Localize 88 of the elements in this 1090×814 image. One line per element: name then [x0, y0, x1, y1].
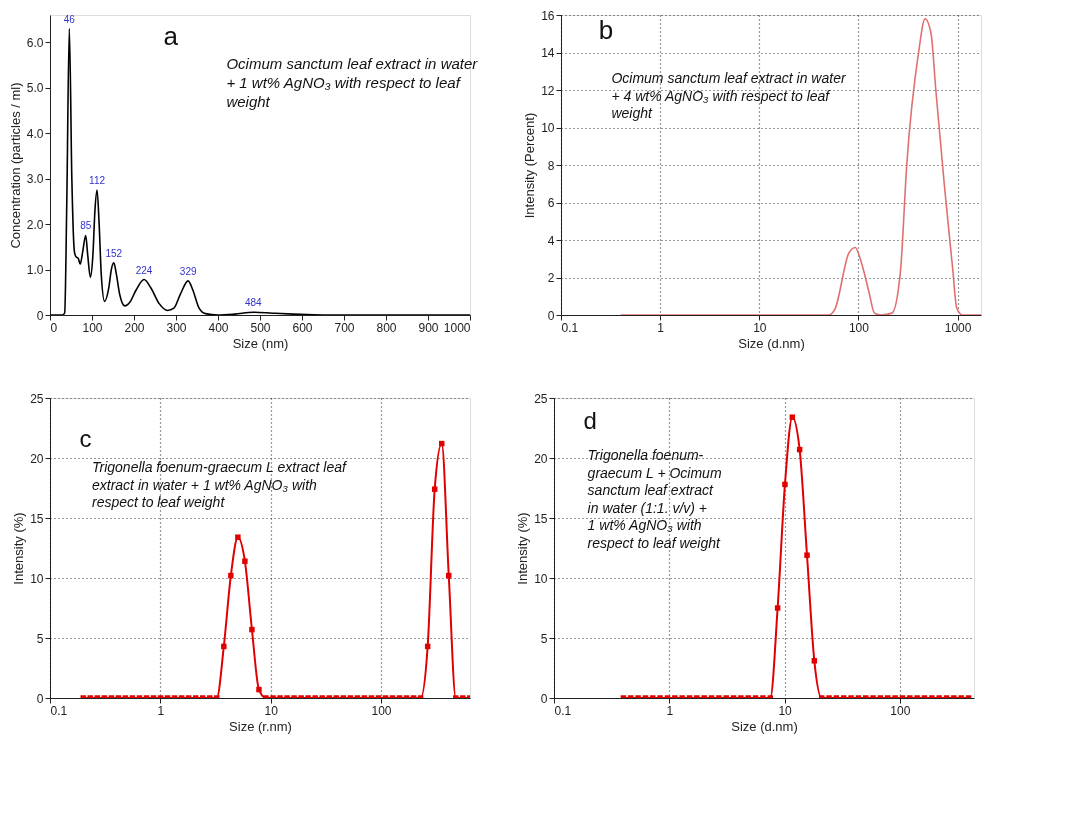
y-tick-label: 3.0	[26, 172, 44, 187]
y-tick-label: 1.0	[26, 263, 44, 278]
y-tick-label: 5	[540, 631, 548, 646]
annotation: Ocimum sanctum leaf extract in water + 4 wt% AgNO₃ with respect to leaf weight	[611, 70, 847, 121]
y-axis-title: Concentration (particles / ml)	[7, 82, 23, 249]
annotation: 329	[179, 265, 197, 277]
x-tick-label: 400	[208, 320, 229, 335]
x-tick-label: 100	[371, 703, 392, 718]
point	[789, 414, 796, 420]
point	[811, 658, 818, 664]
y-tick-label: 14	[541, 46, 555, 60]
y-tick-label: 4.0	[26, 126, 44, 141]
x-tick-label: 1	[666, 703, 674, 718]
x-tick-label: 900	[418, 320, 439, 335]
point	[782, 481, 788, 488]
y-tick-label: 2	[547, 271, 555, 285]
y-tick-label: 10	[30, 571, 44, 586]
y-tick-label: 12	[541, 83, 555, 98]
annotation: 152	[105, 247, 123, 259]
annotation: 85	[80, 220, 92, 232]
point	[228, 572, 234, 579]
y-tick-label: 10	[541, 121, 555, 135]
x-tick-label: 0	[50, 320, 58, 335]
y-tick-label: 6.0	[26, 35, 44, 50]
y-axis-title: Intensity (%)	[11, 512, 27, 585]
x-tick-label: 0.1	[554, 703, 572, 718]
y-tick-label: 20	[30, 451, 44, 466]
y-tick-label: 25	[30, 391, 44, 406]
x-tick-label: 10	[753, 320, 767, 335]
x-tick-label: 10	[778, 703, 793, 718]
x-tick-label: 700	[334, 320, 355, 335]
x-tick-label: 10	[264, 703, 279, 718]
point	[235, 534, 241, 540]
y-tick-label: 0	[547, 308, 555, 323]
point	[431, 486, 438, 492]
annotation: b	[598, 15, 614, 45]
y-tick-label: 5	[36, 631, 44, 646]
annotation: c	[79, 425, 92, 452]
annotation: d	[583, 407, 597, 434]
x-axis-title: Size (d.nm)	[731, 718, 798, 734]
y-tick-label: 0	[36, 691, 44, 706]
x-tick-label: 1	[157, 703, 165, 718]
y-axis-title: Intensity (Percent)	[522, 112, 538, 219]
y-tick-label: 20	[534, 451, 548, 466]
y-tick-label: 5.0	[26, 81, 44, 96]
annotation: 46	[63, 13, 76, 25]
point	[221, 643, 227, 650]
y-tick-label: 8	[547, 158, 555, 173]
annotation: a	[163, 21, 179, 51]
annotation: 484	[244, 297, 263, 309]
y-tick-label: 10	[534, 571, 548, 586]
annotation: Trigonella foenum-graecum L + Ocimum sanctum leaf extract in water (1:1. v/v) + 1 wt% AgNO₃ with respect to leaf weight	[587, 447, 722, 551]
x-tick-label: 1000	[443, 320, 471, 335]
x-tick-label: 0.1	[50, 703, 68, 718]
x-tick-label: 100	[82, 320, 103, 335]
x-tick-label: 200	[124, 320, 145, 335]
x-tick-label: 1000	[944, 320, 972, 335]
y-axis-title: Intensity (%)	[515, 512, 531, 585]
y-tick-label: 16	[541, 8, 555, 23]
x-tick-label: 100	[890, 703, 911, 718]
point	[256, 686, 262, 693]
x-tick-label: 600	[292, 320, 313, 335]
x-tick-label: 1	[657, 320, 665, 335]
y-tick-label: 15	[534, 511, 548, 526]
x-tick-label: 100	[848, 320, 870, 335]
x-axis-title: Size (d.nm)	[738, 335, 805, 351]
y-tick-label: 2.0	[26, 217, 44, 232]
annotation: Trigonella foenum-graecum L extract leaf extract in water + 1 wt% AgNO₃ with respect to leaf weight	[92, 459, 349, 510]
point	[242, 558, 248, 564]
x-tick-label: 300	[166, 320, 187, 335]
y-tick-label: 0	[36, 308, 44, 323]
point	[774, 605, 781, 611]
y-tick-label: 4	[547, 233, 555, 248]
x-axis-title: Size (r.nm)	[229, 718, 292, 734]
x-tick-label: 0.1	[561, 320, 579, 335]
annotation: 224	[135, 264, 153, 276]
annotation: 112	[89, 175, 106, 186]
point	[804, 552, 810, 558]
y-tick-label: 25	[534, 391, 548, 406]
y-tick-label: 15	[30, 511, 44, 526]
x-tick-label: 800	[376, 320, 397, 335]
point	[249, 626, 255, 633]
point	[446, 572, 452, 579]
x-axis-title: Size (nm)	[232, 335, 289, 351]
x-tick-label: 500	[250, 320, 271, 335]
y-tick-label: 0	[540, 691, 548, 706]
y-tick-label: 6	[547, 196, 555, 210]
annotation: Ocimum sanctum leaf extract in water + 1 wt% AgNO₃ with respect to leaf weight	[226, 55, 479, 110]
